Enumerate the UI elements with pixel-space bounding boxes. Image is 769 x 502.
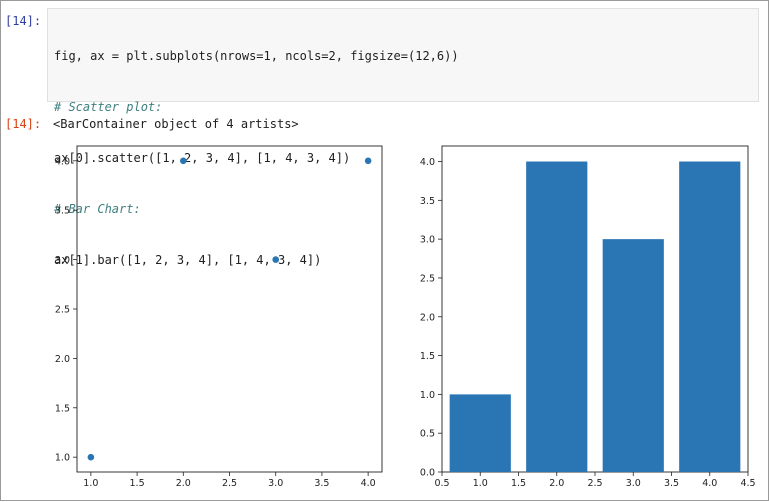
bar-axes: 0.5 1.0 1.5 2.0 2.5 3.0 3.5 4.0 4.50.00.51.01.52…	[420, 145, 756, 489]
scatter-xtick-label: 2.5	[222, 478, 237, 489]
scatter-axes: 1.0 1.5 2.0 2.5 3.0 3.5 4.0 1.0 1.5 2.0 2.5 3.0 3.5 4…	[55, 145, 383, 489]
code-line-2: # Scatter plot:	[54, 100, 163, 114]
bar-xtick-label: 4.0	[702, 478, 717, 489]
scatter-xtick-label: 3.5	[314, 478, 329, 489]
bar-xtick-label: 1.5	[511, 478, 526, 489]
bar-xtick-label: 3.5	[664, 478, 679, 489]
scatter-point	[179, 157, 187, 165]
bar-ytick-label: 0.5	[420, 429, 435, 440]
scatter-xtick-label: 1.5	[130, 478, 145, 489]
bar	[449, 394, 511, 472]
code-line-1: fig, ax = plt.subplots(nrows=1, ncols=2,…	[54, 49, 459, 63]
bar-ytick-label: 3.5	[420, 196, 435, 207]
bar-xtick-label: 1.0	[473, 478, 488, 489]
bar-ytick-label: 2.0	[420, 312, 435, 323]
bar-ytick-label: 1.0	[420, 390, 435, 401]
code-line-4: # Bar Chart:	[54, 202, 141, 216]
cell-output-text: <BarContainer object of 4 artists>	[53, 117, 299, 131]
scatter-point	[364, 157, 372, 165]
bar-ytick-label: 1.5	[420, 351, 435, 362]
bar-ytick-label: 0.0	[420, 468, 435, 479]
input-prompt: [14]:	[5, 14, 42, 28]
bar	[602, 239, 664, 472]
code-cell-input[interactable]: fig, ax = plt.subplots(nrows=1, ncols=2,…	[47, 8, 759, 267]
code-line-3: ax[0].scatter([1, 2, 3, 4], [1, 4, 3, 4]…	[54, 151, 351, 165]
bar	[679, 161, 741, 472]
bar-ytick-label: 2.5	[420, 273, 435, 284]
scatter-xtick-label: 2.0	[176, 478, 191, 489]
scatter-frame	[76, 145, 383, 473]
code-line-5: ax[1].bar([1, 2, 3, 4], [1, 4, 3, 4])	[54, 253, 322, 267]
scatter-ytick-label: 2.5	[55, 305, 70, 316]
bar-xtick-label: 4.5	[740, 478, 755, 489]
scatter-ytick-label: 2.0	[55, 354, 70, 365]
bar-ytick-label: 3.0	[420, 235, 435, 246]
scatter-ytick-label: 3.5	[55, 206, 70, 217]
scatter-ytick-label: 4.0	[55, 156, 70, 167]
bar-xtick-label: 0.5	[434, 478, 449, 489]
output-prompt: [14]:	[5, 117, 42, 131]
scatter-ytick-label: 1.5	[55, 403, 70, 414]
bar-xtick-label: 2.5	[587, 478, 602, 489]
bar	[526, 161, 588, 472]
bar-xtick-label: 3.0	[626, 478, 641, 489]
scatter-xtick-label: 1.0	[83, 478, 98, 489]
scatter-xtick-label: 4.0	[361, 478, 376, 489]
bar-xtick-label: 2.0	[549, 478, 564, 489]
scatter-point	[272, 256, 280, 263]
scatter-ytick-label: 3.0	[55, 255, 70, 266]
scatter-ytick-label: 1.0	[55, 453, 70, 464]
scatter-xtick-label: 3.0	[268, 478, 283, 489]
scatter-point	[87, 453, 95, 461]
bar-ytick-label: 4.0	[420, 157, 435, 168]
